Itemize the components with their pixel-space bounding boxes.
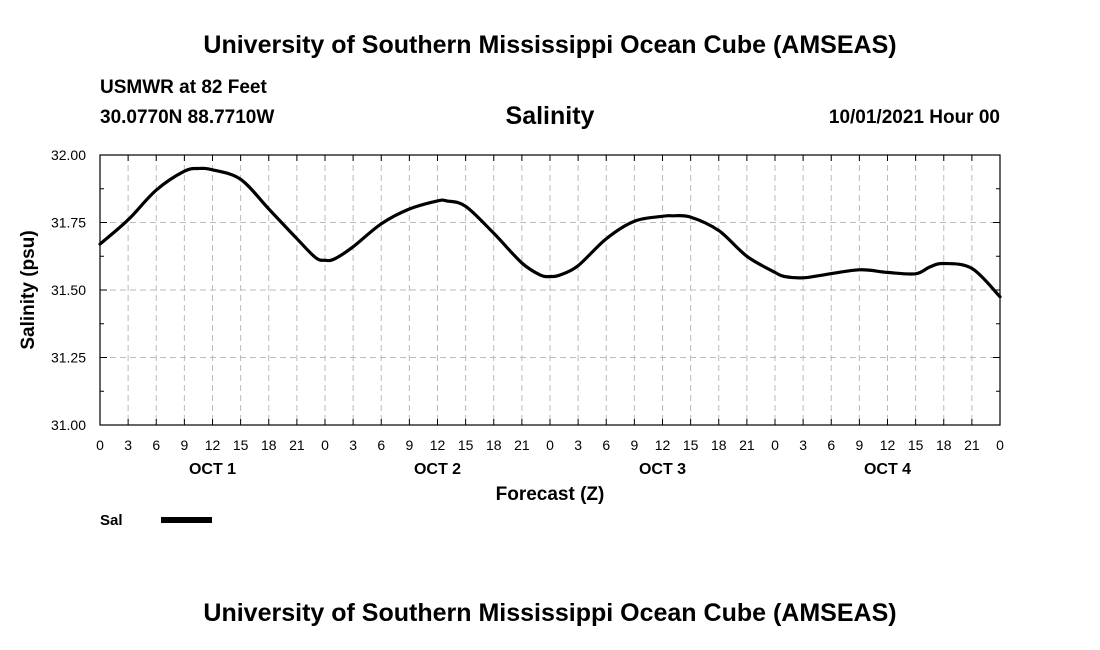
y-tick-label: 31.00 — [51, 417, 86, 433]
station-name: USMWR at 82 Feet — [100, 77, 267, 98]
station-coordinates: 30.0770N 88.7710W — [100, 107, 275, 128]
x-tick-label: 15 — [908, 437, 924, 453]
x-tick-label: 18 — [261, 437, 277, 453]
x-tick-label: 12 — [655, 437, 671, 453]
x-tick-label: 6 — [602, 437, 610, 453]
x-tick-label: 21 — [739, 437, 755, 453]
y-axis-label: Salinity (psu) — [18, 230, 39, 349]
y-tick-labels: 31.00 31.25 31.50 31.75 32.00 — [51, 147, 86, 433]
x-tick-label: 21 — [289, 437, 305, 453]
x-tick-label: 12 — [205, 437, 221, 453]
x-tick-label: 0 — [546, 437, 554, 453]
x-tick-label: 0 — [771, 437, 779, 453]
x-tick-label: 21 — [964, 437, 980, 453]
y-tick-label: 31.25 — [51, 350, 86, 366]
x-tick-label: 18 — [936, 437, 952, 453]
x-tick-label: 15 — [233, 437, 249, 453]
x-tick-label: 18 — [711, 437, 727, 453]
x-tick-label: 6 — [152, 437, 160, 453]
grid — [100, 155, 1000, 425]
y-tick-label: 31.50 — [51, 282, 86, 298]
axis-ticks — [99, 154, 1001, 426]
variable-title: Salinity — [505, 102, 595, 130]
y-tick-label: 32.00 — [51, 147, 86, 163]
y-tick-label: 31.75 — [51, 215, 86, 231]
x-tick-label: 0 — [321, 437, 329, 453]
x-tick-label: 12 — [880, 437, 896, 453]
x-tick-label: 9 — [180, 437, 188, 453]
x-tick-label: 15 — [458, 437, 474, 453]
day-label: OCT 4 — [864, 461, 911, 478]
x-tick-label: 15 — [683, 437, 699, 453]
x-tick-label: 0 — [96, 437, 104, 453]
legend-label: Sal — [100, 512, 123, 529]
day-label: OCT 3 — [639, 461, 686, 478]
x-tick-label: 3 — [799, 437, 807, 453]
x-tick-label: 21 — [514, 437, 530, 453]
x-tick-label: 18 — [486, 437, 502, 453]
x-tick-label: 3 — [349, 437, 357, 453]
x-tick-label: 12 — [430, 437, 446, 453]
footer-title: University of Southern Mississippi Ocean… — [203, 599, 897, 627]
day-label: OCT 1 — [189, 461, 236, 478]
x-tick-label: 3 — [124, 437, 132, 453]
x-tick-labels: 0 3 6 9 12 15 18 21 0 3 6 9 12 15 18 21 0 3 6 9 12 15 18 21 0 3 6 9… — [96, 437, 1004, 453]
day-labels: OCT 1 OCT 2 OCT 3 OCT 4 — [189, 461, 911, 478]
x-tick-label: 3 — [574, 437, 582, 453]
forecast-datetime: 10/01/2021 Hour 00 — [828, 107, 1000, 128]
x-tick-label: 0 — [996, 437, 1004, 453]
series-line-sal — [98, 166, 1002, 299]
x-axis-label: Forecast (Z) — [496, 484, 605, 505]
x-tick-label: 9 — [855, 437, 863, 453]
x-tick-label: 9 — [405, 437, 413, 453]
chart-title: University of Southern Mississippi Ocean… — [203, 31, 897, 59]
day-label: OCT 2 — [414, 461, 461, 478]
x-tick-label: 6 — [827, 437, 835, 453]
x-tick-label: 6 — [377, 437, 385, 453]
x-tick-label: 9 — [630, 437, 638, 453]
